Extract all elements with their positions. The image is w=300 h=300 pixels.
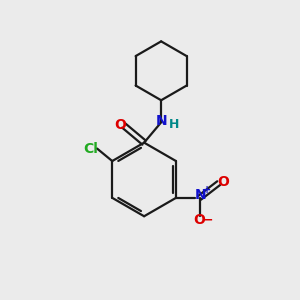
Text: O: O [194, 213, 206, 227]
Text: −: − [202, 214, 213, 227]
Text: N: N [156, 114, 167, 128]
Text: H: H [169, 118, 180, 131]
Text: N: N [194, 188, 206, 203]
Text: O: O [114, 118, 126, 132]
Text: +: + [203, 184, 211, 195]
Text: Cl: Cl [83, 142, 98, 155]
Text: O: O [217, 175, 229, 189]
